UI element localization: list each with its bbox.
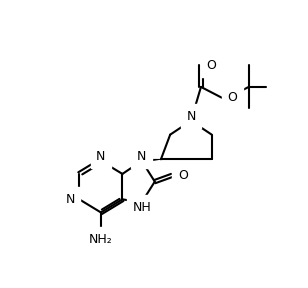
Text: NH: NH [132,200,151,213]
Text: O: O [178,169,188,182]
Text: NH₂: NH₂ [89,233,113,246]
Text: N: N [186,110,196,123]
Text: N: N [137,150,146,163]
Polygon shape [142,159,161,163]
Text: N: N [96,150,106,163]
Text: O: O [206,59,216,72]
Text: N: N [65,193,75,206]
Text: O: O [227,91,237,104]
